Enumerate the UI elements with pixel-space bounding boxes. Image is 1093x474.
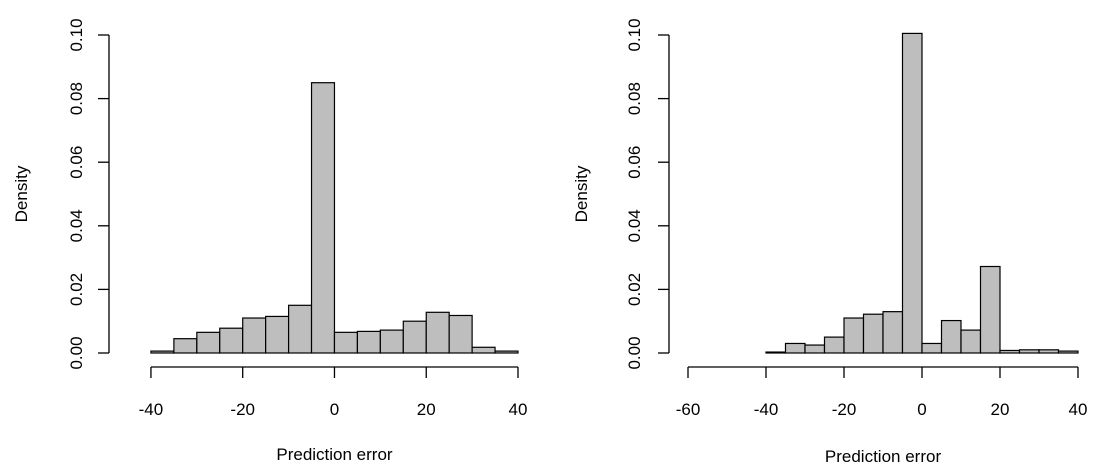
y-tick-label: 0.08 <box>67 82 86 115</box>
histogram-bar <box>265 315 290 354</box>
x-tick-label: 20 <box>991 400 1010 419</box>
x-tick-label: 0 <box>330 400 339 419</box>
histogram-bar <box>1057 350 1079 354</box>
y-tick-label: 0.04 <box>67 209 86 242</box>
histogram-bar <box>979 265 1001 354</box>
x-tick-label: 40 <box>509 400 528 419</box>
x-tick-label: -60 <box>676 400 701 419</box>
histogram-bar <box>999 349 1021 354</box>
x-tick-label: -20 <box>832 400 857 419</box>
histogram-bar <box>784 342 806 354</box>
histogram-bar <box>150 350 175 354</box>
y-tick-label: 0.10 <box>625 18 644 51</box>
x-tick-label: 0 <box>917 400 926 419</box>
histogram-bar <box>379 329 404 354</box>
histogram-bar <box>471 346 496 354</box>
histogram-bar <box>219 327 244 354</box>
histogram-bar <box>862 313 884 354</box>
histogram-panel-1: -40 -20 0 20 40 Prediction error 0.00 0.02 0.04 0… <box>12 18 527 464</box>
histogram-bar <box>1018 349 1040 354</box>
histogram-bar <box>310 82 336 354</box>
histogram-bar <box>921 342 943 354</box>
histogram-bar <box>901 32 923 354</box>
x-tick-label: -40 <box>139 400 164 419</box>
histogram-bar <box>960 329 982 354</box>
x-axis-label: Prediction error <box>825 447 942 466</box>
histogram-bar <box>287 304 313 354</box>
y-tick-label: 0.02 <box>625 273 644 306</box>
histogram-bar <box>494 350 519 354</box>
y-tick-label: 0.10 <box>67 18 86 51</box>
histogram-bar <box>804 344 826 354</box>
histogram-bar <box>765 351 787 354</box>
x-tick-label: 20 <box>417 400 436 419</box>
histogram-bar <box>843 317 865 354</box>
y-tick-label: 0.06 <box>67 146 86 179</box>
histogram-bar <box>1038 349 1060 354</box>
x-tick-label: 40 <box>1069 400 1088 419</box>
histogram-panel-2: -60 -40 -20 0 20 40 Prediction error 0.00 0.02 0.… <box>572 18 1087 466</box>
histogram-bar <box>448 314 473 354</box>
y-tick-label: 0.02 <box>67 273 86 306</box>
histogram-bar <box>356 330 381 354</box>
histogram-bar <box>823 336 845 354</box>
histogram-bar <box>196 331 221 354</box>
y-axis-label: Density <box>12 165 31 222</box>
y-tick-label: 0.08 <box>625 82 644 115</box>
histogram-bar <box>402 320 427 354</box>
y-tick-label: 0.00 <box>67 336 86 369</box>
histogram-bar <box>882 311 904 354</box>
histogram-bar <box>940 319 962 354</box>
y-tick-label: 0.00 <box>625 336 644 369</box>
histogram-bar <box>333 331 359 354</box>
x-tick-label: -20 <box>230 400 255 419</box>
histogram-bar <box>242 317 267 354</box>
x-tick-label: -40 <box>754 400 779 419</box>
y-tick-label: 0.04 <box>625 209 644 242</box>
histogram-bar <box>425 311 450 354</box>
histogram-bar <box>173 338 198 354</box>
y-axis-label: Density <box>572 165 591 222</box>
x-axis-label: Prediction error <box>276 445 393 464</box>
y-tick-label: 0.06 <box>625 146 644 179</box>
